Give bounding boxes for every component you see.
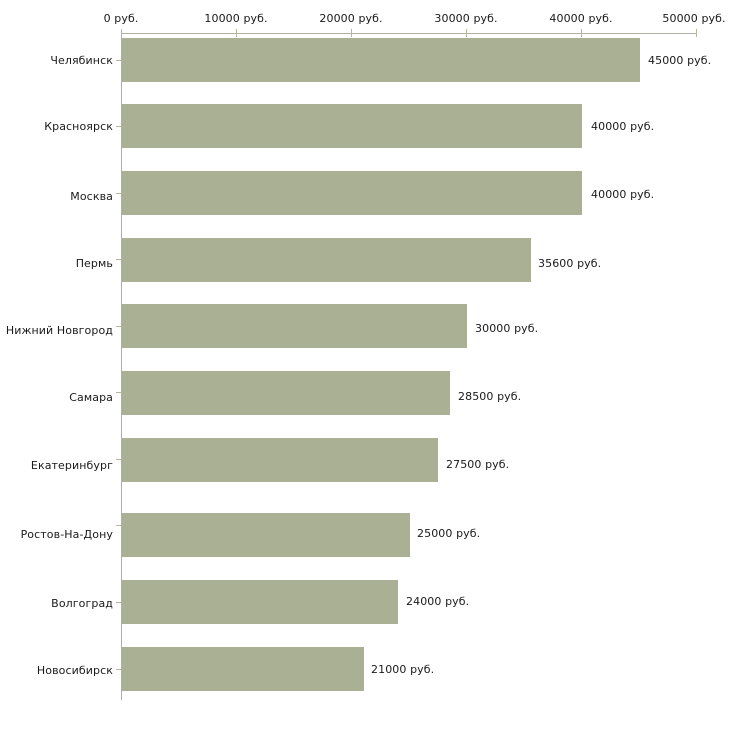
x-tick-20000	[351, 29, 352, 37]
category-label-rostov-na-donu: Ростов-На-Дону	[20, 528, 113, 541]
bar-value-chelyabinsk: 45000 руб.	[648, 54, 712, 67]
x-tick-30000	[466, 29, 467, 37]
y-tick-6	[116, 459, 121, 460]
y-axis-line	[121, 33, 122, 700]
bar-value-perm: 35600 руб.	[538, 257, 602, 270]
x-tick-40000	[581, 29, 582, 37]
x-tick-label-40000: 40000 руб.	[549, 12, 613, 25]
bar-volgograd[interactable]	[122, 580, 398, 624]
bar-chelyabinsk[interactable]	[122, 38, 640, 82]
category-label-ekaterinburg: Екатеринбург	[30, 459, 113, 472]
y-tick-3	[116, 259, 121, 260]
x-tick-label-50000: 50000 руб.	[662, 12, 726, 25]
y-tick-4	[116, 326, 121, 327]
x-tick-label-0: 0 руб.	[103, 12, 139, 25]
y-tick-5	[116, 392, 121, 393]
category-label-perm: Пермь	[75, 257, 113, 270]
y-tick-1	[116, 126, 121, 127]
x-tick-0	[121, 29, 122, 37]
bar-rostov-na-donu[interactable]	[122, 513, 410, 557]
y-tick-7	[116, 525, 121, 526]
bar-value-novosibirsk: 21000 руб.	[371, 663, 435, 676]
bar-value-ekaterinburg: 27500 руб.	[446, 458, 510, 471]
y-tick-9	[116, 669, 121, 670]
category-label-samara: Самара	[69, 391, 113, 404]
bar-value-samara: 28500 руб.	[458, 390, 522, 403]
category-label-krasnoyarsk: Красноярск	[44, 120, 113, 133]
x-tick-label-20000: 20000 руб.	[319, 12, 383, 25]
category-label-nizhniy-novgorod: Нижний Новгород	[5, 324, 113, 337]
y-tick-8	[116, 602, 121, 603]
bar-perm[interactable]	[122, 238, 532, 282]
y-tick-0	[116, 60, 121, 61]
bar-ekaterinburg[interactable]	[122, 438, 439, 482]
bar-value-rostov-na-donu: 25000 руб.	[417, 527, 481, 540]
x-tick-label-30000: 30000 руб.	[434, 12, 498, 25]
bar-samara[interactable]	[122, 371, 450, 415]
bar-value-volgograd: 24000 руб.	[406, 595, 470, 608]
y-tick-2	[116, 193, 121, 194]
category-label-moskva: Москва	[70, 190, 113, 203]
bar-value-moskva: 40000 руб.	[591, 188, 655, 201]
category-label-novosibirsk: Новосибирск	[36, 664, 113, 677]
category-label-volgograd: Волгоград	[51, 597, 113, 610]
x-axis-line	[121, 33, 696, 34]
x-tick-50000	[696, 29, 697, 37]
category-label-chelyabinsk: Челябинск	[50, 54, 113, 67]
bar-novosibirsk[interactable]	[122, 647, 364, 691]
bar-krasnoyarsk[interactable]	[122, 104, 582, 148]
bar-value-nizhniy-novgorod: 30000 руб.	[475, 322, 539, 335]
x-tick-10000	[236, 29, 237, 37]
bar-value-krasnoyarsk: 40000 руб.	[591, 120, 655, 133]
bar-nizhniy-novgorod[interactable]	[122, 304, 467, 348]
bar-moskva[interactable]	[122, 171, 582, 215]
x-tick-label-10000: 10000 руб.	[204, 12, 268, 25]
